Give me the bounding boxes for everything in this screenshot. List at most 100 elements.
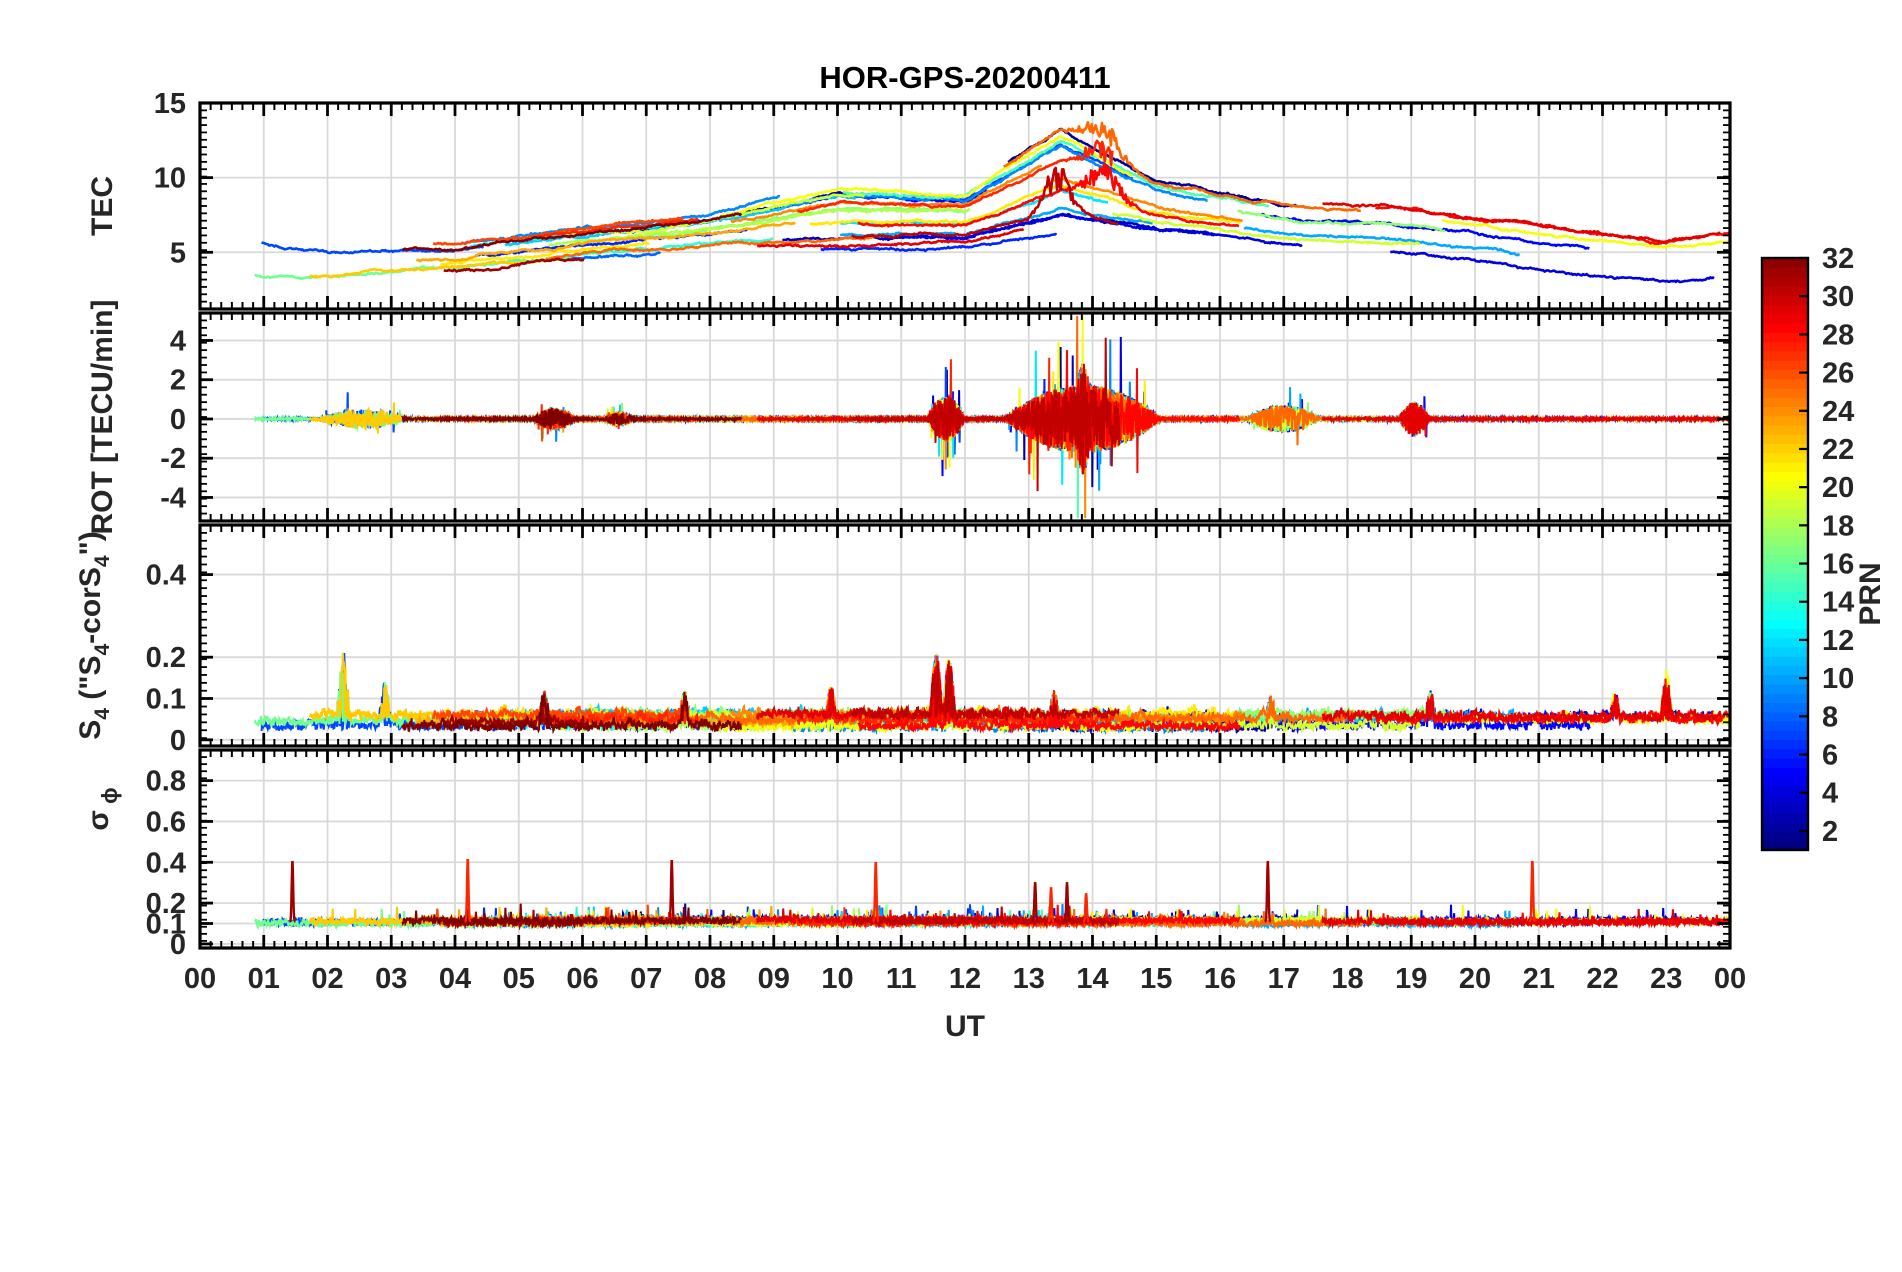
ytick-sigmaphi-5: 0 [170, 929, 186, 961]
sigmaphi-spike [1528, 861, 1536, 923]
xtick-3: 03 [375, 963, 407, 995]
colorbar-tick-2: 2 [1822, 816, 1838, 848]
xtick-22: 22 [1586, 963, 1618, 995]
tec-arc-prn-15 [842, 139, 1270, 208]
ytick-rot-4: -4 [160, 482, 186, 514]
sigmaphi-spike [1063, 882, 1071, 923]
tec-arc-prn-27 [536, 217, 699, 239]
xtick-24: 00 [1714, 963, 1746, 995]
yaxis-label-tec: TEC [86, 176, 119, 236]
tec-arc-prn-32 [402, 212, 743, 252]
xtick-20: 20 [1459, 963, 1491, 995]
xtick-18: 18 [1331, 963, 1363, 995]
ytick-rot-1: 2 [170, 365, 186, 397]
tec-arc-prn-10 [839, 206, 1153, 238]
tec-arc-prn-25 [545, 234, 879, 261]
ytick-sigmaphi-1: 0.6 [146, 806, 186, 838]
sigmaphi-spike [668, 860, 676, 923]
yaxis-label-sigmaphi: σ ϕ [82, 787, 122, 830]
s4-arc-prn-28 [857, 663, 1241, 735]
colorbar-tick-26: 26 [1822, 358, 1854, 390]
xtick-23: 23 [1650, 963, 1682, 995]
tec-arc-prn-21 [440, 240, 650, 267]
tec-arc-prn-9 [464, 194, 781, 245]
tec-arc-prn-22 [309, 256, 554, 279]
xaxis-label: UT [945, 1010, 985, 1043]
ytick-tec-2: 5 [170, 237, 186, 269]
tec-arc-prn-9 [793, 144, 1208, 207]
colorbar-tick-12: 12 [1822, 625, 1854, 657]
s4-arc-prn-32 [401, 691, 742, 735]
xtick-8: 08 [694, 963, 726, 995]
tec-arc-prn-31 [443, 257, 585, 273]
colorbar-tick-10: 10 [1822, 663, 1854, 695]
ytick-sigmaphi-4: 0.1 [146, 909, 186, 941]
yaxis-label-rot: ROT [TECU/min] [86, 300, 119, 535]
rot-traces [253, 315, 1731, 519]
sigmaphi-spike [1264, 861, 1272, 923]
xtick-9: 09 [758, 963, 790, 995]
tec-arc-prn-23 [416, 221, 796, 263]
tec-arc-prn-21 [809, 184, 1242, 226]
sigmaphi-spike [1031, 882, 1039, 923]
colorbar-tick-4: 4 [1822, 778, 1838, 810]
xtick-2: 02 [311, 963, 343, 995]
sigmaphi-spike [872, 862, 880, 923]
colorbar-tick-28: 28 [1822, 319, 1854, 351]
xtick-6: 06 [566, 963, 598, 995]
xtick-5: 05 [503, 963, 535, 995]
tec-arc-prn-20 [715, 135, 1133, 220]
xtick-17: 17 [1268, 963, 1300, 995]
colorbar-tick-32: 32 [1822, 243, 1854, 275]
ytick-rot-0: 4 [170, 325, 186, 357]
ytick-tec-0: 15 [154, 88, 186, 120]
ytick-rot-3: -2 [160, 443, 186, 475]
xtick-15: 15 [1140, 963, 1172, 995]
colorbar-tick-22: 22 [1822, 434, 1854, 466]
tec-arc-prn-4 [901, 213, 1303, 248]
ytick-s4-1: 0.2 [146, 642, 186, 674]
xtick-10: 10 [821, 963, 853, 995]
s4-arc-prn-30 [850, 664, 1120, 723]
xtick-11: 11 [886, 963, 917, 995]
sigmaphi-spike [1082, 893, 1090, 923]
xtick-1: 01 [248, 963, 280, 995]
xtick-16: 16 [1204, 963, 1236, 995]
tec-arc-prn-26 [432, 216, 684, 246]
ytick-sigmaphi-0: 0.8 [146, 766, 186, 798]
tec-traces [254, 121, 1731, 284]
ytick-s4-3: 0 [170, 725, 186, 757]
yaxis-label-s4: S4 ("S4-corS4") [74, 531, 114, 740]
colorbar-tick-24: 24 [1822, 396, 1854, 428]
sigmaphi-spike [1047, 887, 1055, 923]
rot-arc-prn-29 [1321, 402, 1721, 436]
s4-traces [253, 652, 1731, 736]
colorbar-tick-30: 30 [1822, 281, 1854, 313]
tec-arc-prn-29 [1322, 202, 1721, 244]
sigmaphi-spike [464, 859, 472, 923]
xtick-4: 04 [439, 963, 471, 995]
ytick-sigmaphi-3: 0.2 [146, 888, 186, 920]
sigmaphi-arc-prn-29 [1321, 908, 1722, 930]
ytick-sigmaphi-2: 0.4 [146, 847, 186, 879]
colorbar-label: PRN [1854, 562, 1887, 625]
tec-arc-prn-10 [1243, 226, 1521, 257]
ytick-s4-0: 0.4 [146, 560, 186, 592]
xtick-21: 21 [1523, 963, 1555, 995]
tec-arc-prn-25 [1003, 121, 1361, 213]
tec-arc-prn-6 [820, 232, 1058, 253]
ytick-rot-2: 0 [170, 404, 186, 436]
sigmaphi-spike [288, 861, 296, 923]
rot-arc-prn-30 [851, 337, 1121, 492]
colorbar-tick-6: 6 [1822, 740, 1838, 772]
ytick-tec-1: 10 [154, 163, 186, 195]
tec-arc-prn-20 [1441, 218, 1730, 249]
colorbar: 32 30 28 26 24 22 20 18 16 14 12 10 8 6 4 2 PRN [1760, 243, 1887, 852]
colorbar-tick-20: 20 [1822, 472, 1854, 504]
s4-arc-prn-29 [1321, 684, 1722, 726]
sigmaphi-traces [253, 859, 1731, 931]
xtick-14: 14 [1076, 963, 1108, 995]
rot-arc-prn-32 [401, 407, 743, 429]
